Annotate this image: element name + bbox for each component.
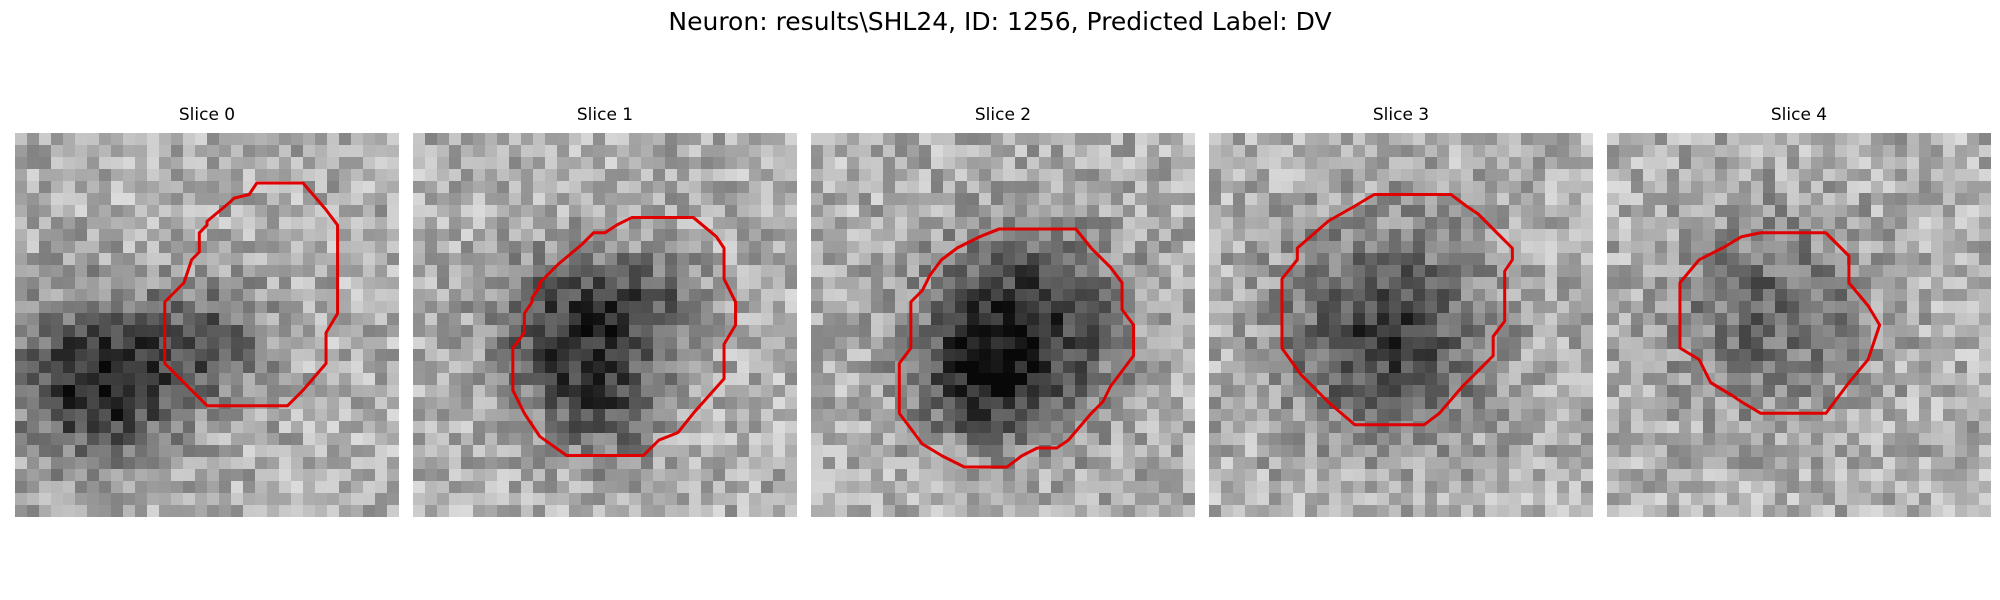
slice-panel-0: Slice 0 bbox=[15, 104, 399, 517]
slice-microscopy-image bbox=[1209, 133, 1593, 517]
slice-panel-2: Slice 2 bbox=[811, 104, 1195, 517]
slice-microscopy-image bbox=[413, 133, 797, 517]
slice-panel-3: Slice 3 bbox=[1209, 104, 1593, 517]
slice-panel-1: Slice 1 bbox=[413, 104, 797, 517]
slice-image bbox=[15, 133, 399, 517]
slice-image bbox=[811, 133, 1195, 517]
slice-microscopy-image bbox=[15, 133, 399, 517]
slice-title: Slice 1 bbox=[576, 105, 634, 125]
slice-image bbox=[1209, 133, 1593, 517]
slice-title: Slice 2 bbox=[974, 105, 1032, 125]
slice-microscopy-image bbox=[1607, 133, 1991, 517]
slice-title: Slice 0 bbox=[178, 105, 236, 125]
slice-image bbox=[1607, 133, 1991, 517]
slice-microscopy-image bbox=[811, 133, 1195, 517]
figure-title: Neuron: results\SHL24, ID: 1256, Predict… bbox=[668, 7, 1332, 36]
slice-image bbox=[413, 133, 797, 517]
slice-title: Slice 4 bbox=[1770, 105, 1828, 125]
slice-panel-4: Slice 4 bbox=[1607, 104, 1991, 517]
slice-title: Slice 3 bbox=[1372, 105, 1430, 125]
